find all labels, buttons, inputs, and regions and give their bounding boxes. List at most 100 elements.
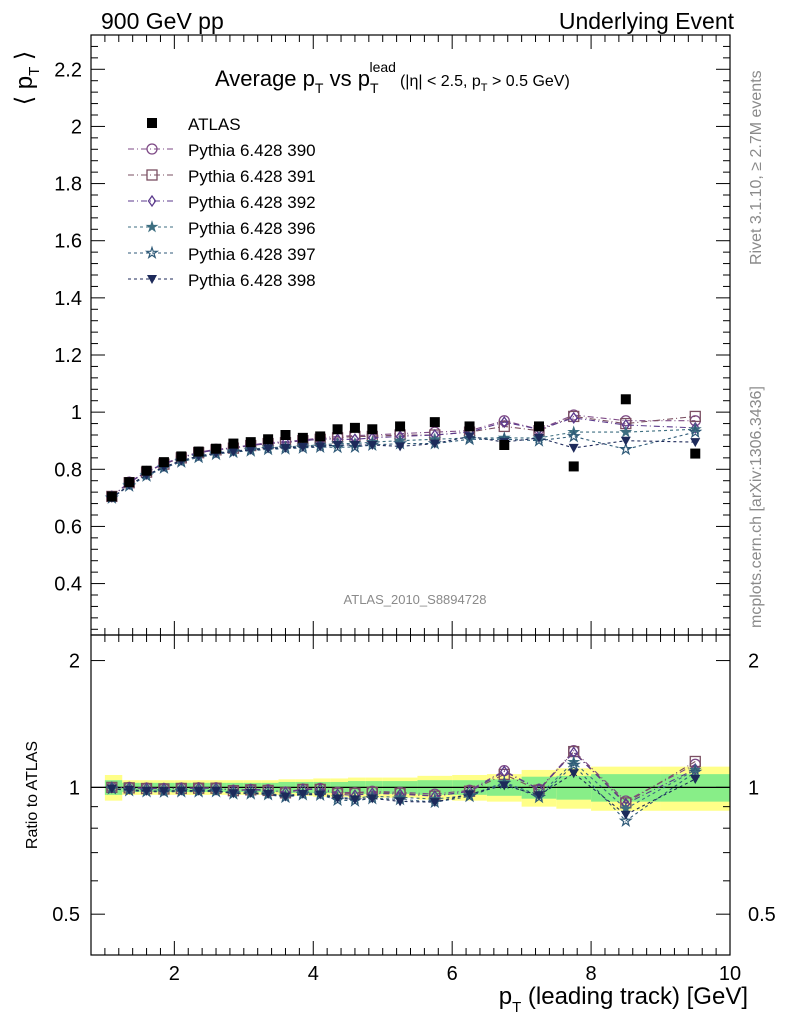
ratio-point xyxy=(332,794,343,804)
legend-marker xyxy=(146,143,158,155)
legend-marker xyxy=(145,220,159,233)
legend-label: Pythia 6.428 392 xyxy=(188,193,316,212)
ratio-point xyxy=(280,792,291,802)
data-point xyxy=(568,461,579,472)
ratio-point xyxy=(228,789,239,799)
title-vs: vs p xyxy=(323,66,369,91)
series-point xyxy=(228,447,239,457)
y-tick-label: 2.2 xyxy=(54,59,82,81)
legend-entry: Pythia 6.428 390 xyxy=(128,141,316,160)
ratio-point xyxy=(158,787,169,797)
ratio-point xyxy=(499,781,510,791)
ylabel-main-sub: T xyxy=(26,67,43,76)
series-point xyxy=(499,416,509,429)
ratio-point xyxy=(315,790,326,800)
data-point xyxy=(193,446,204,457)
ratio-point xyxy=(141,786,152,796)
y-tick-label: 1.8 xyxy=(54,174,82,196)
ratio-point xyxy=(566,757,581,772)
series-point xyxy=(690,438,701,448)
legend-marker xyxy=(144,245,160,259)
ratio-panel: 0.5 0.5 1 1 2 2 xyxy=(52,634,776,956)
x-tick-label: 8 xyxy=(586,963,597,985)
title-cuts-end: > 0.5 GeV) xyxy=(488,73,570,90)
data-point xyxy=(349,422,360,433)
legend-marker xyxy=(147,275,157,284)
series-point xyxy=(245,445,256,455)
ratio-point xyxy=(124,785,135,795)
legend-entry-atlas: ATLAS xyxy=(147,115,241,134)
series-point xyxy=(315,442,326,452)
ylabel-main-end: ⟩ xyxy=(11,51,38,67)
data-point xyxy=(315,431,326,442)
series-point xyxy=(690,421,700,434)
x-axis-label: pT (leading track) [GeV] xyxy=(499,983,748,1016)
x-tick-label: 6 xyxy=(447,963,458,985)
ratio-line xyxy=(111,772,696,816)
xlabel-text: p xyxy=(499,983,512,1010)
legend-marker xyxy=(146,169,158,181)
y-ticks-main: 0.4 0.6 0.8 1 1.2 1.4 1.6 1.8 2 2.2 xyxy=(54,45,730,630)
y-tick-label: 1.6 xyxy=(54,231,82,253)
data-point xyxy=(106,491,117,502)
legend-marker xyxy=(147,194,157,208)
main-frame xyxy=(90,34,731,636)
ratio-point xyxy=(245,788,256,798)
y-tick-label: 2 xyxy=(71,116,82,138)
ratio-point xyxy=(297,789,308,799)
legend-label: ATLAS xyxy=(188,115,241,134)
x-tick-label: 10 xyxy=(719,963,741,985)
series-point xyxy=(619,425,633,438)
y-tick-label-right: 0.5 xyxy=(748,904,776,926)
data-point xyxy=(124,477,135,488)
data-point xyxy=(263,434,274,445)
series-point xyxy=(498,415,510,427)
series-point xyxy=(367,441,378,450)
title-sub2: T xyxy=(370,80,379,96)
series-point xyxy=(429,439,440,449)
y-axis-label-main: ⟨ pT ⟩ xyxy=(11,51,43,106)
legend-label: Pythia 6.428 398 xyxy=(188,271,316,290)
legend-entry: Pythia 6.428 398 xyxy=(128,271,316,290)
legend-entry: Pythia 6.428 396 xyxy=(128,219,316,238)
legend-label: Pythia 6.428 397 xyxy=(188,245,316,264)
series-point xyxy=(568,410,580,423)
xlabel-end: (leading track) [GeV] xyxy=(521,983,748,1010)
series-point xyxy=(618,441,633,456)
y-tick-label: 2 xyxy=(69,651,80,673)
series-point xyxy=(533,433,544,443)
ratio-plot-area xyxy=(104,745,703,828)
series-point xyxy=(395,442,406,452)
series-point xyxy=(569,411,579,424)
title-sup: lead xyxy=(370,59,396,75)
ratio-point xyxy=(690,775,701,785)
ratio-point xyxy=(395,797,406,807)
series-line xyxy=(111,431,696,499)
data-point xyxy=(176,451,187,462)
series-point xyxy=(620,436,631,446)
xlabel-sub: T xyxy=(512,999,521,1016)
header-left: 900 GeV pp xyxy=(101,8,224,34)
data-point xyxy=(464,421,475,432)
ratio-series-pythia-6.428-398 xyxy=(106,769,701,820)
y-tick-label: 0.6 xyxy=(54,516,82,538)
series-line xyxy=(111,414,696,497)
data-point xyxy=(395,421,406,432)
series-point xyxy=(566,428,581,443)
y-tick-label: 0.5 xyxy=(52,904,80,926)
series-point xyxy=(464,432,475,442)
ratio-point xyxy=(193,786,204,796)
data-point xyxy=(620,394,631,405)
y-tick-label: 1 xyxy=(71,402,82,424)
ratio-point xyxy=(367,794,378,804)
series-point xyxy=(349,441,360,450)
ratio-point xyxy=(688,764,703,778)
data-point xyxy=(141,465,152,476)
legend-entry: Pythia 6.428 391 xyxy=(128,167,316,186)
y-tick-label-right: 1 xyxy=(748,777,759,799)
ratio-point xyxy=(618,813,633,828)
y-tick-label: 0.8 xyxy=(54,459,82,481)
legend: ATLAS Pythia 6.428 390 Pythia 6.428 391 Pyt… xyxy=(128,115,316,290)
ratio-point xyxy=(464,790,475,800)
